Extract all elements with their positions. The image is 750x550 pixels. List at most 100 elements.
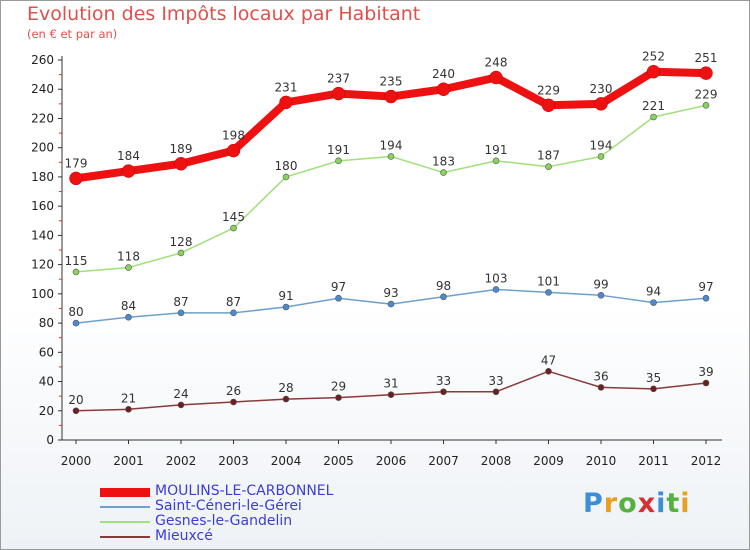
chart-title: Evolution des Impôts locaux par Habitant: [27, 3, 421, 25]
data-label: 87: [173, 295, 188, 309]
chart-subtitle: (en € et par an): [27, 27, 118, 41]
data-point: [387, 300, 395, 308]
data-label: 97: [331, 280, 346, 294]
data-point: [72, 268, 80, 276]
data-point: [125, 264, 132, 271]
y-tick-label: 240: [31, 82, 54, 96]
y-tick-label: 160: [31, 199, 54, 213]
data-label: 21: [121, 391, 136, 405]
data-label: 91: [278, 289, 293, 303]
data-label: 145: [222, 210, 245, 224]
data-label: 230: [590, 82, 613, 96]
data-point: [650, 385, 657, 393]
data-label: 84: [121, 299, 136, 313]
data-point: [489, 70, 503, 85]
data-label: 80: [68, 305, 83, 319]
x-tick-label: 2009: [533, 454, 564, 468]
data-point: [335, 157, 342, 165]
data-label: 33: [436, 374, 451, 388]
data-label: 183: [432, 155, 455, 169]
y-tick-label: 140: [31, 228, 54, 242]
data-point: [279, 95, 293, 110]
data-point: [545, 163, 552, 170]
data-label: 118: [117, 250, 140, 264]
data-label: 99: [593, 277, 608, 291]
data-point: [597, 292, 605, 299]
data-point: [650, 113, 657, 121]
data-label: 191: [327, 143, 350, 157]
y-tick-label: 120: [31, 258, 54, 272]
data-label: 36: [593, 369, 608, 383]
data-label: 33: [488, 374, 503, 388]
data-label: 189: [170, 142, 193, 156]
data-label: 115: [65, 254, 88, 268]
x-tick-label: 2011: [638, 454, 669, 468]
data-point: [440, 293, 447, 301]
x-tick-label: 2006: [376, 454, 407, 468]
data-label: 194: [590, 138, 613, 152]
legend-label: Mieuxcé: [155, 528, 213, 544]
legend-swatch-moulins: [100, 487, 150, 497]
data-label: 229: [695, 87, 718, 101]
y-tick-label: 20: [39, 404, 54, 418]
logo-letter: t: [666, 488, 681, 519]
data-point: [492, 157, 500, 165]
data-label: 237: [327, 72, 350, 86]
data-label: 47: [541, 353, 556, 367]
data-label: 229: [537, 83, 560, 97]
data-label: 29: [331, 380, 346, 394]
data-point: [384, 89, 398, 104]
data-point: [699, 66, 713, 80]
data-label: 28: [278, 381, 293, 395]
y-tick-label: 200: [31, 141, 54, 155]
data-point: [125, 406, 132, 413]
data-label: 31: [383, 377, 398, 391]
data-label: 180: [275, 159, 298, 173]
legend-label: Saint-Céneri-le-Gérei: [155, 498, 302, 514]
data-label: 187: [537, 149, 560, 163]
x-tick-label: 2010: [586, 454, 617, 468]
data-label: 184: [117, 149, 140, 163]
data-label: 87: [226, 295, 241, 309]
x-tick-label: 2004: [271, 454, 302, 468]
data-point: [282, 395, 290, 403]
data-point: [702, 294, 710, 302]
data-label: 221: [642, 99, 665, 113]
data-point: [69, 171, 83, 186]
data-label: 24: [173, 387, 188, 401]
data-point: [597, 153, 605, 160]
x-tick-label: 2001: [113, 454, 144, 468]
logo-letter: r: [603, 488, 619, 519]
data-point: [436, 82, 451, 96]
data-point: [331, 86, 346, 101]
x-tick-label: 2000: [61, 454, 92, 468]
data-point: [597, 384, 605, 391]
legend-label: MOULINS-LE-CARBONNEL: [155, 483, 334, 499]
data-point: [335, 294, 342, 302]
y-tick-label: 0: [46, 433, 54, 447]
data-point: [177, 249, 185, 257]
legend-swatch-mieuxce: [100, 536, 150, 538]
data-point: [125, 313, 132, 321]
data-label: 93: [383, 286, 398, 300]
data-label: 103: [485, 271, 508, 285]
logo-letter: i: [656, 488, 667, 519]
data-point: [702, 379, 710, 387]
logo-letter: P: [583, 488, 604, 519]
data-label: 191: [485, 143, 508, 157]
data-point: [650, 299, 657, 306]
data-point: [440, 388, 447, 396]
data-label: 97: [698, 280, 713, 294]
data-label: 26: [226, 384, 241, 398]
data-label: 251: [695, 51, 718, 65]
x-tick-label: 2008: [481, 454, 512, 468]
data-label: 248: [485, 56, 508, 70]
data-label: 198: [222, 129, 245, 143]
data-point: [335, 394, 342, 401]
legend-swatch-saint-ceneri: [100, 506, 150, 508]
data-point: [702, 102, 710, 109]
data-point: [177, 309, 185, 317]
logo-letter: o: [618, 488, 638, 519]
legend-swatch-gesnes: [100, 521, 150, 523]
